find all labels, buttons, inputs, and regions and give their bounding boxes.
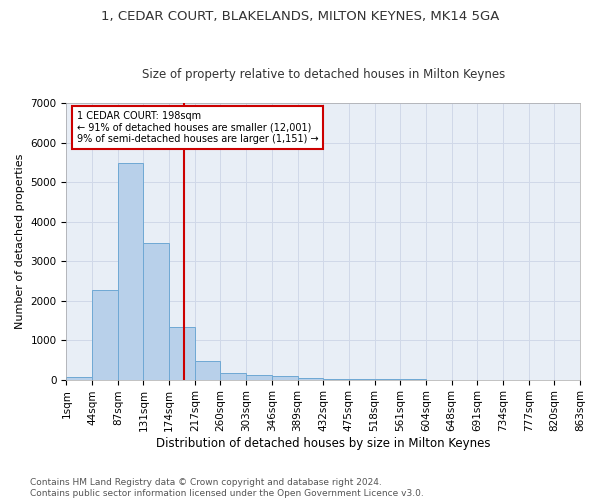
Bar (169, 327, 195, 380)
Title: Size of property relative to detached houses in Milton Keynes: Size of property relative to detached ho… (142, 68, 505, 81)
Bar (195, 361, 220, 380)
Bar (92, 290, 118, 380)
Bar (143, 244, 169, 380)
X-axis label: Distribution of detached houses by size in Milton Keynes: Distribution of detached houses by size … (156, 437, 490, 450)
Bar (67, 376, 92, 380)
Text: Contains HM Land Registry data © Crown copyright and database right 2024.
Contai: Contains HM Land Registry data © Crown c… (30, 478, 424, 498)
Y-axis label: Number of detached properties: Number of detached properties (15, 154, 25, 329)
Bar (272, 376, 298, 380)
Bar (298, 378, 323, 380)
Bar (246, 375, 272, 380)
Bar (323, 379, 349, 380)
Text: 1, CEDAR COURT, BLAKELANDS, MILTON KEYNES, MK14 5GA: 1, CEDAR COURT, BLAKELANDS, MILTON KEYNE… (101, 10, 499, 23)
Bar (118, 163, 143, 380)
Bar (220, 374, 246, 380)
Text: 1 CEDAR COURT: 198sqm
← 91% of detached houses are smaller (12,001)
9% of semi-d: 1 CEDAR COURT: 198sqm ← 91% of detached … (77, 112, 318, 144)
